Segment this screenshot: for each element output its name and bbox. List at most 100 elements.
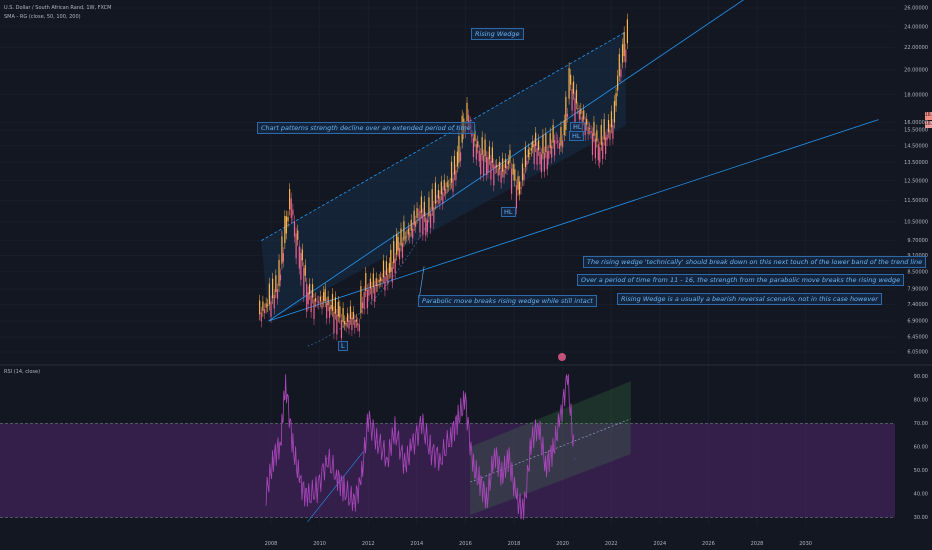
price-candle: [566, 113, 569, 117]
price-candle: [580, 108, 582, 114]
price-candle: [314, 298, 317, 302]
price-axis-label: 15.50000: [904, 128, 928, 134]
price-candle: [398, 248, 401, 260]
price-candle: [306, 283, 308, 312]
price-candle: [361, 302, 364, 309]
price-candle: [490, 160, 492, 180]
price-candle: [535, 132, 537, 147]
rsi-point: [450, 434, 452, 436]
price-candle: [310, 295, 312, 313]
price-candle: [316, 301, 318, 302]
price-candle: [524, 147, 527, 168]
price-candle: [466, 102, 468, 122]
price-candle: [452, 178, 454, 192]
price-candle: [344, 321, 346, 325]
price-candle: [488, 146, 491, 160]
rsi-point: [404, 465, 406, 467]
price-candle: [279, 274, 282, 281]
price-candle: [553, 140, 556, 156]
price-candle: [425, 217, 427, 236]
price-candle: [551, 145, 553, 158]
price-candle: [330, 305, 332, 309]
rsi-background: [0, 380, 895, 523]
rsi-point: [343, 488, 345, 490]
price-candle: [572, 81, 575, 94]
rsi-point: [360, 481, 362, 483]
rsi-point: [285, 380, 287, 382]
price-candle: [468, 115, 470, 128]
price-candle: [391, 267, 393, 283]
period-annotation[interactable]: Over a period of time from 11 - 16, the …: [577, 274, 905, 286]
price-candle: [293, 221, 296, 237]
price-candle: [270, 301, 272, 317]
breakdown-annotation[interactable]: The rising wedge 'technically' should br…: [583, 256, 927, 268]
price-candle: [351, 317, 353, 331]
rsi-point: [440, 458, 442, 460]
price-candle: [536, 148, 538, 165]
reversal-annotation[interactable]: Rising Wedge is a usually a bearish reve…: [617, 293, 882, 305]
hl-mark-3[interactable]: HL: [501, 207, 516, 217]
price-axis-label: 9.70000: [907, 238, 928, 244]
price-candle: [577, 108, 579, 109]
indicator-title: SMA - RG (close, 50, 100, 200): [4, 14, 81, 20]
price-candle: [307, 292, 309, 305]
price-candle: [565, 96, 567, 131]
price-axis-label: 6.90000: [907, 318, 928, 324]
price-candle: [612, 124, 614, 139]
rsi-axis-label: 30.00: [914, 515, 928, 521]
rsi-point: [336, 474, 338, 476]
strength-annotation[interactable]: Chart patterns strength decline over an …: [257, 122, 475, 134]
price-candle: [533, 144, 535, 164]
price-candle: [543, 152, 545, 172]
price-axis-label: 7.40000: [907, 302, 928, 308]
parabolic-annotation[interactable]: Parabolic move breaks rising wedge while…: [418, 295, 597, 307]
rsi-axis-label: 40.00: [914, 491, 928, 497]
time-axis-label: 2028: [751, 541, 764, 547]
price-candle: [265, 303, 267, 308]
rsi-point: [265, 493, 267, 495]
price-candle: [623, 32, 625, 57]
price-candle: [375, 278, 377, 287]
price-candle: [417, 214, 420, 216]
price-candle: [401, 243, 404, 258]
price-candle: [281, 236, 283, 264]
price-candle: [555, 137, 557, 139]
price-candle: [260, 312, 262, 322]
rsi-point: [472, 465, 474, 467]
rsi-axis-label: 70.00: [914, 421, 928, 427]
rising-wedge-label[interactable]: Rising Wedge: [471, 28, 524, 40]
wedge-lower-line: [268, 0, 744, 322]
price-candle: [530, 147, 532, 151]
price-candle: [289, 189, 291, 210]
rsi-channel-mid: [470, 418, 631, 483]
price-candle: [358, 324, 360, 332]
price-candle: [504, 159, 507, 168]
price-candle: [626, 19, 628, 44]
price-axis-label: 14.50000: [904, 143, 928, 149]
price-candle: [609, 129, 611, 140]
price-candle: [384, 276, 386, 291]
price-candle: [342, 307, 344, 323]
rsi-point: [508, 458, 510, 460]
price-candle: [349, 306, 352, 319]
price-candle: [574, 98, 576, 123]
price-candle: [413, 210, 415, 226]
price-candle: [610, 111, 613, 128]
price-candle: [521, 163, 524, 181]
price-candle: [472, 137, 475, 158]
low-mark[interactable]: L: [338, 341, 348, 351]
symbol-title: U.S. Dollar / South African Rand, 1W, FX…: [4, 5, 112, 11]
price-grid: [0, 0, 895, 525]
price-axis-label: 7.90000: [907, 287, 928, 293]
price-candle: [267, 304, 269, 307]
price-candle: [354, 320, 356, 328]
price-candle: [560, 127, 562, 146]
price-candle: [578, 111, 580, 120]
hl-mark-2[interactable]: HL: [569, 131, 584, 141]
price-candle: [478, 150, 480, 162]
time-axis-label: 2016: [459, 541, 472, 547]
price-candle: [527, 149, 529, 158]
price-candle: [437, 189, 440, 199]
price-axis-label: 8.50000: [907, 269, 928, 275]
price-candle: [272, 278, 274, 299]
